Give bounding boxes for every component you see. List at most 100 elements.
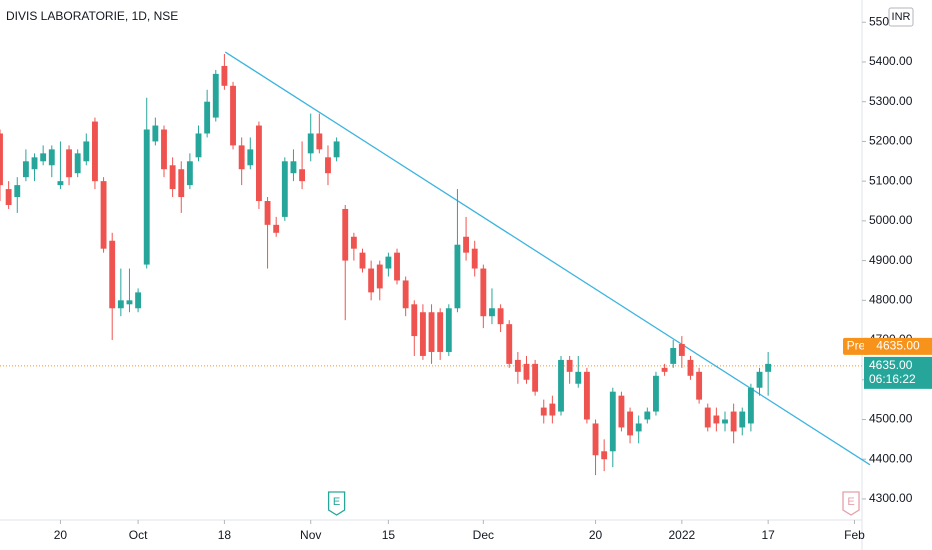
candle-body <box>670 347 677 364</box>
y-tick-label: 4500.00 <box>869 412 913 426</box>
candle-body <box>0 133 3 186</box>
candle-body <box>454 244 461 309</box>
candle-body <box>325 157 331 174</box>
candle-body <box>204 101 211 134</box>
candle-body <box>722 419 728 424</box>
pre-price-box <box>864 337 932 355</box>
candle-body <box>428 312 435 352</box>
candle-body <box>696 371 703 400</box>
candle-body <box>678 344 685 356</box>
x-tick-label: Dec <box>473 528 494 542</box>
candle-body <box>411 304 418 337</box>
candle-body <box>394 252 400 281</box>
candle-body <box>57 181 64 186</box>
candle-body <box>756 371 763 388</box>
candle-body <box>221 65 228 86</box>
y-tick-label: 5200.00 <box>869 134 913 148</box>
x-tick-label: 20 <box>589 528 603 542</box>
candle-body <box>402 280 409 309</box>
candle-body <box>31 157 38 170</box>
chart-title: DIVIS LABORATORIE, 1D, NSE <box>6 9 178 23</box>
candle-body <box>255 125 262 202</box>
x-tick-label: Oct <box>129 528 148 542</box>
y-tick-label: 4800.00 <box>869 292 913 306</box>
candle-body <box>471 248 478 269</box>
candle-body <box>540 407 547 416</box>
candle-body <box>653 375 659 412</box>
candle-body <box>644 411 651 420</box>
candle-body <box>74 153 81 174</box>
candle-body <box>549 403 556 416</box>
x-tick-label: 18 <box>218 528 232 542</box>
pre-price-label: 4635.00 <box>876 339 920 353</box>
candle-body <box>83 141 90 162</box>
x-tick-label: Feb <box>844 528 865 542</box>
candle-body <box>195 133 202 158</box>
candle-body <box>368 268 375 293</box>
candle-body <box>437 312 444 352</box>
event-label: E <box>847 496 854 508</box>
candle-body <box>48 149 55 166</box>
event-label: E <box>333 496 340 508</box>
candle-body <box>186 161 193 186</box>
candle-body <box>117 300 124 309</box>
candle-body <box>635 423 642 432</box>
x-tick-label: Nov <box>300 528 321 542</box>
pre-label: Pre <box>847 339 866 353</box>
event-marker: E <box>327 491 346 516</box>
candle-body <box>506 324 513 364</box>
x-tick-label: 15 <box>382 528 396 542</box>
countdown-label: 06:16:22 <box>869 372 916 386</box>
candle-body <box>22 161 29 178</box>
candle-body <box>514 359 521 372</box>
candle-body <box>592 423 599 456</box>
candle-body <box>238 145 245 170</box>
candle-body <box>66 149 72 178</box>
candle-body <box>583 371 590 420</box>
candle-body <box>376 264 383 289</box>
candle-body <box>627 411 633 436</box>
candle-body <box>247 149 254 166</box>
candle-body <box>273 224 280 233</box>
y-tick-label: 4900.00 <box>869 253 913 267</box>
trendline <box>224 51 871 466</box>
candle-body <box>601 451 608 460</box>
candle-body <box>359 252 366 269</box>
candle-body <box>100 181 107 249</box>
event-icon <box>842 491 860 516</box>
candle-body <box>333 141 340 158</box>
last-price-box <box>864 356 932 389</box>
event-marker: E <box>842 491 860 516</box>
candle-body <box>281 161 288 217</box>
candle-body <box>497 308 504 325</box>
candle-body <box>212 73 219 118</box>
candle-body <box>126 300 133 305</box>
candle-body <box>109 240 116 309</box>
candle-body <box>342 208 349 261</box>
candle-body <box>463 236 470 253</box>
candle-body <box>489 308 495 317</box>
candle-body <box>135 292 142 309</box>
candle-body <box>350 236 357 249</box>
candle-body <box>575 371 582 384</box>
candle-body <box>5 189 12 205</box>
candle-body <box>385 256 392 269</box>
y-tick-label: 4300.00 <box>869 491 913 505</box>
candle-body <box>558 359 564 412</box>
currency-box <box>888 7 914 27</box>
y-tick-label: 5000.00 <box>869 213 913 227</box>
x-tick-label: 2022 <box>668 528 695 542</box>
event-icon <box>327 491 346 516</box>
candle-body <box>152 125 159 142</box>
candle-body <box>609 391 616 452</box>
x-tick-label: 17 <box>761 528 775 542</box>
candle-body <box>730 411 737 432</box>
candle-body <box>161 129 167 170</box>
candle-body <box>661 367 668 372</box>
candle-body <box>40 153 47 162</box>
candle-body <box>230 85 236 146</box>
candle-body <box>747 387 754 424</box>
candle-body <box>618 395 625 428</box>
candle-body <box>316 133 323 150</box>
